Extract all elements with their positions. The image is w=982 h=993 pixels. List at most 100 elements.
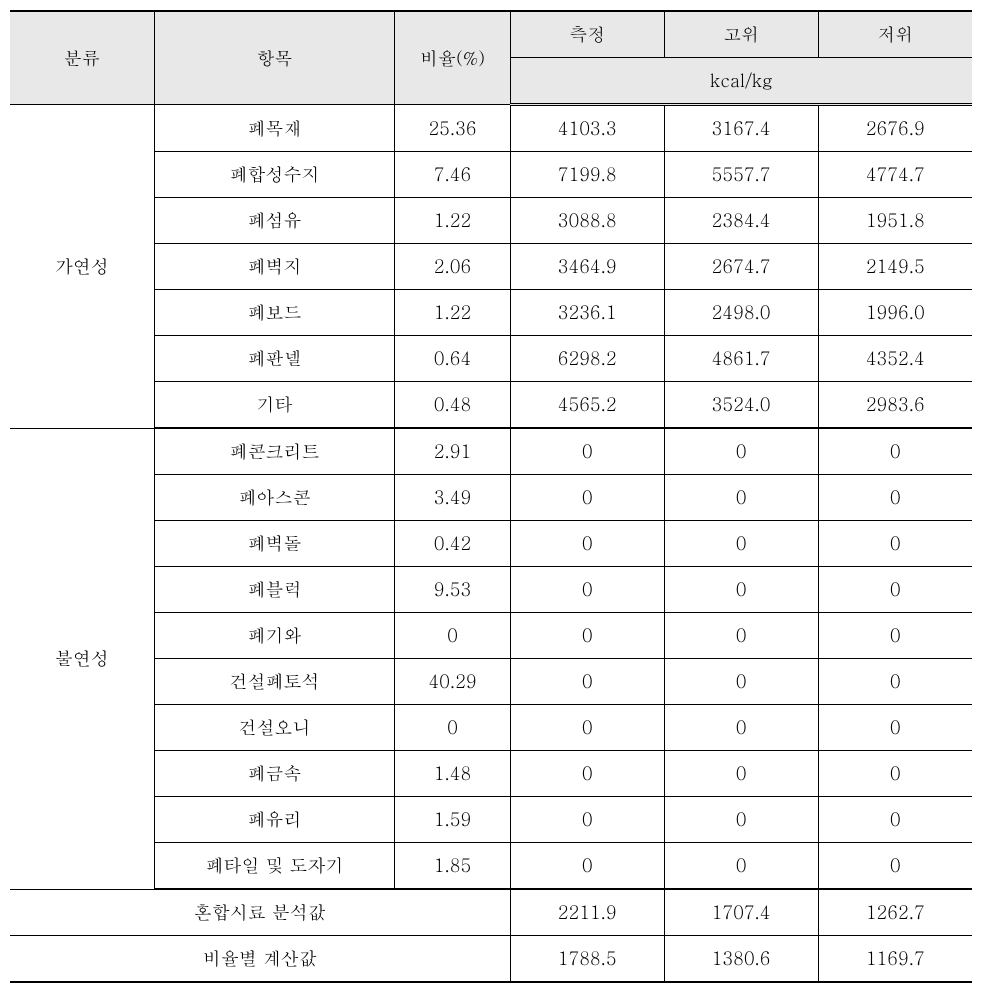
table-row: 건설오니0000 [10,705,972,751]
low-cell: 0 [818,751,972,797]
summary-label: 혼합시료 분석값 [10,889,510,936]
measured-cell: 7199.8 [510,152,664,198]
table-row: 폐아스콘3.49000 [10,475,972,521]
table-body: 가연성폐목재25.364103.33167.42676.9폐합성수지7.4671… [10,105,972,983]
ratio-cell: 2.91 [395,428,510,475]
summary-label: 비율별 계산값 [10,936,510,983]
high-cell: 0 [664,843,818,890]
table-row: 폐섬유1.223088.82384.41951.8 [10,198,972,244]
measured-cell: 0 [510,475,664,521]
table-row: 건설폐토석40.29000 [10,659,972,705]
high-cell: 4861.7 [664,336,818,382]
high-cell: 3167.4 [664,105,818,152]
summary-row: 비율별 계산값1788.51380.61169.7 [10,936,972,983]
summary-low: 1169.7 [818,936,972,983]
low-cell: 0 [818,797,972,843]
summary-measured: 2211.9 [510,889,664,936]
ratio-cell: 0.48 [395,382,510,429]
header-category: 분류 [10,11,154,105]
table-row: 폐벽돌0.42000 [10,521,972,567]
header-measured: 측정 [510,11,664,58]
table-row: 폐보드1.223236.12498.01996.0 [10,290,972,336]
high-cell: 0 [664,705,818,751]
item-cell: 폐유리 [154,797,395,843]
item-cell: 폐합성수지 [154,152,395,198]
item-cell: 폐벽돌 [154,521,395,567]
high-cell: 3524.0 [664,382,818,429]
table-row: 가연성폐목재25.364103.33167.42676.9 [10,105,972,152]
group-cell: 가연성 [10,105,154,429]
ratio-cell: 7.46 [395,152,510,198]
high-cell: 5557.7 [664,152,818,198]
ratio-cell: 3.49 [395,475,510,521]
measured-cell: 4565.2 [510,382,664,429]
item-cell: 기타 [154,382,395,429]
item-cell: 폐금속 [154,751,395,797]
measured-cell: 3236.1 [510,290,664,336]
table-row: 폐유리1.59000 [10,797,972,843]
high-cell: 0 [664,659,818,705]
table-row: 폐블럭9.53000 [10,567,972,613]
measured-cell: 4103.3 [510,105,664,152]
ratio-cell: 1.22 [395,198,510,244]
header-ratio: 비율(%) [395,11,510,105]
low-cell: 0 [818,521,972,567]
table-row: 폐금속1.48000 [10,751,972,797]
table-header: 분류 항목 비율(%) 측정 고위 저위 kcal/kg [10,11,972,105]
item-cell: 폐아스콘 [154,475,395,521]
item-cell: 건설오니 [154,705,395,751]
low-cell: 4352.4 [818,336,972,382]
item-cell: 폐콘크리트 [154,428,395,475]
item-cell: 폐벽지 [154,244,395,290]
ratio-cell: 1.22 [395,290,510,336]
table-row: 불연성폐콘크리트2.91000 [10,428,972,475]
high-cell: 2498.0 [664,290,818,336]
measured-cell: 0 [510,659,664,705]
table-row: 폐합성수지7.467199.85557.74774.7 [10,152,972,198]
measured-cell: 3464.9 [510,244,664,290]
measured-cell: 0 [510,705,664,751]
item-cell: 폐판넬 [154,336,395,382]
low-cell: 0 [818,567,972,613]
table-row: 폐기와0000 [10,613,972,659]
ratio-cell: 0.64 [395,336,510,382]
header-unit: kcal/kg [510,58,972,105]
high-cell: 0 [664,567,818,613]
ratio-cell: 40.29 [395,659,510,705]
summary-row: 혼합시료 분석값2211.91707.41262.7 [10,889,972,936]
header-high: 고위 [664,11,818,58]
item-cell: 폐섬유 [154,198,395,244]
ratio-cell: 1.59 [395,797,510,843]
low-cell: 4774.7 [818,152,972,198]
low-cell: 2676.9 [818,105,972,152]
table-row: 폐타일 및 도자기1.85000 [10,843,972,890]
ratio-cell: 25.36 [395,105,510,152]
item-cell: 건설폐토석 [154,659,395,705]
summary-measured: 1788.5 [510,936,664,983]
high-cell: 2674.7 [664,244,818,290]
table-row: 폐판넬0.646298.24861.74352.4 [10,336,972,382]
measured-cell: 0 [510,843,664,890]
table-row: 기타0.484565.23524.02983.6 [10,382,972,429]
header-low: 저위 [818,11,972,58]
measured-cell: 0 [510,797,664,843]
item-cell: 폐타일 및 도자기 [154,843,395,890]
low-cell: 0 [818,843,972,890]
group-cell: 불연성 [10,428,154,889]
low-cell: 0 [818,475,972,521]
summary-low: 1262.7 [818,889,972,936]
low-cell: 1951.8 [818,198,972,244]
low-cell: 0 [818,705,972,751]
high-cell: 0 [664,475,818,521]
high-cell: 0 [664,428,818,475]
high-cell: 0 [664,751,818,797]
ratio-cell: 1.85 [395,843,510,890]
header-item: 항목 [154,11,395,105]
measured-cell: 0 [510,428,664,475]
data-table: 분류 항목 비율(%) 측정 고위 저위 kcal/kg 가연성폐목재25.36… [10,10,972,983]
measured-cell: 3088.8 [510,198,664,244]
low-cell: 0 [818,428,972,475]
ratio-cell: 9.53 [395,567,510,613]
measured-cell: 0 [510,613,664,659]
low-cell: 1996.0 [818,290,972,336]
